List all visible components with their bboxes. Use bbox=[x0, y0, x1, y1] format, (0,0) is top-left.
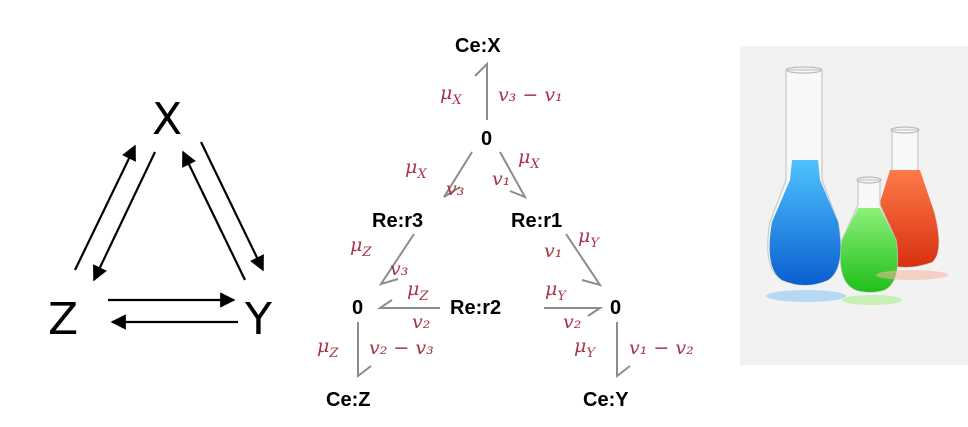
label-r3-flow: v₃ bbox=[446, 178, 464, 200]
arrow-x-to-z bbox=[93, 151, 156, 282]
label-cex-effort: μX bbox=[440, 82, 462, 108]
label-cex-flow: v₃ − v₁ bbox=[498, 84, 563, 106]
label-r1-flow: v₁ bbox=[492, 168, 510, 190]
label-cey-effort: μY bbox=[574, 335, 596, 361]
ce-y-component: Ce:Y bbox=[583, 389, 629, 411]
label-cey-flow: v₁ − v₂ bbox=[629, 337, 694, 359]
label-r3z-effort: μZ bbox=[350, 234, 372, 260]
species-x-label: X bbox=[152, 94, 182, 145]
ce-z-component: Ce:Z bbox=[326, 389, 370, 411]
label-cez-effort: μZ bbox=[317, 335, 339, 361]
reaction-network: X Z Y bbox=[48, 94, 272, 345]
label-r1y-flow: v₁ bbox=[544, 240, 562, 262]
bond-r2-to-left0 bbox=[376, 299, 440, 309]
label-r2y-effort: μY bbox=[545, 278, 567, 304]
re-r3-component: Re:r3 bbox=[372, 210, 423, 232]
blue-reflection bbox=[766, 290, 846, 302]
label-r1y-effort: μY bbox=[578, 225, 600, 251]
re-r2-component: Re:r2 bbox=[450, 297, 501, 319]
label-cez-flow: v₂ − v₃ bbox=[369, 337, 434, 359]
re-r1-component: Re:r1 bbox=[511, 210, 562, 232]
blue-flask bbox=[767, 66, 842, 286]
arrow-z-to-x bbox=[74, 144, 136, 271]
green-reflection bbox=[842, 295, 902, 305]
label-r2z-effort: μZ bbox=[407, 278, 429, 304]
junction-zero-left: 0 bbox=[352, 297, 363, 319]
photo-background bbox=[740, 46, 968, 365]
label-r3z-flow: v₃ bbox=[390, 258, 408, 280]
bond-graph: Ce:X 0 Re:r3 Re:r1 0 Re:r2 0 Ce:Z Ce:Y μ… bbox=[317, 35, 694, 411]
bond-top0-to-cex bbox=[474, 61, 488, 120]
species-z-label: Z bbox=[48, 294, 78, 345]
ce-x-component: Ce:X bbox=[455, 35, 501, 57]
red-reflection bbox=[876, 270, 948, 280]
arrow-x-to-y bbox=[200, 141, 264, 272]
bond-right0-to-cey bbox=[616, 322, 631, 379]
bond-top0-to-r3 bbox=[443, 151, 473, 198]
bond-r3-to-left0 bbox=[378, 233, 415, 286]
bond-r1-to-right0 bbox=[565, 233, 603, 287]
bond-r2-to-right0 bbox=[544, 307, 604, 317]
label-r1-effort: μX bbox=[518, 146, 540, 172]
junction-zero-right: 0 bbox=[610, 297, 621, 319]
species-y-label: Y bbox=[244, 294, 272, 345]
label-r2z-flow: v₂ bbox=[412, 311, 430, 333]
bond-left0-to-cez bbox=[357, 322, 372, 379]
bond-top0-to-r1 bbox=[499, 151, 528, 199]
label-r2y-flow: v₂ bbox=[563, 311, 581, 333]
junction-zero-top: 0 bbox=[481, 128, 492, 150]
arrow-y-to-x bbox=[182, 150, 246, 281]
green-flask bbox=[840, 176, 899, 293]
label-r3-effort: μX bbox=[405, 156, 427, 182]
flask-photo bbox=[740, 46, 968, 365]
